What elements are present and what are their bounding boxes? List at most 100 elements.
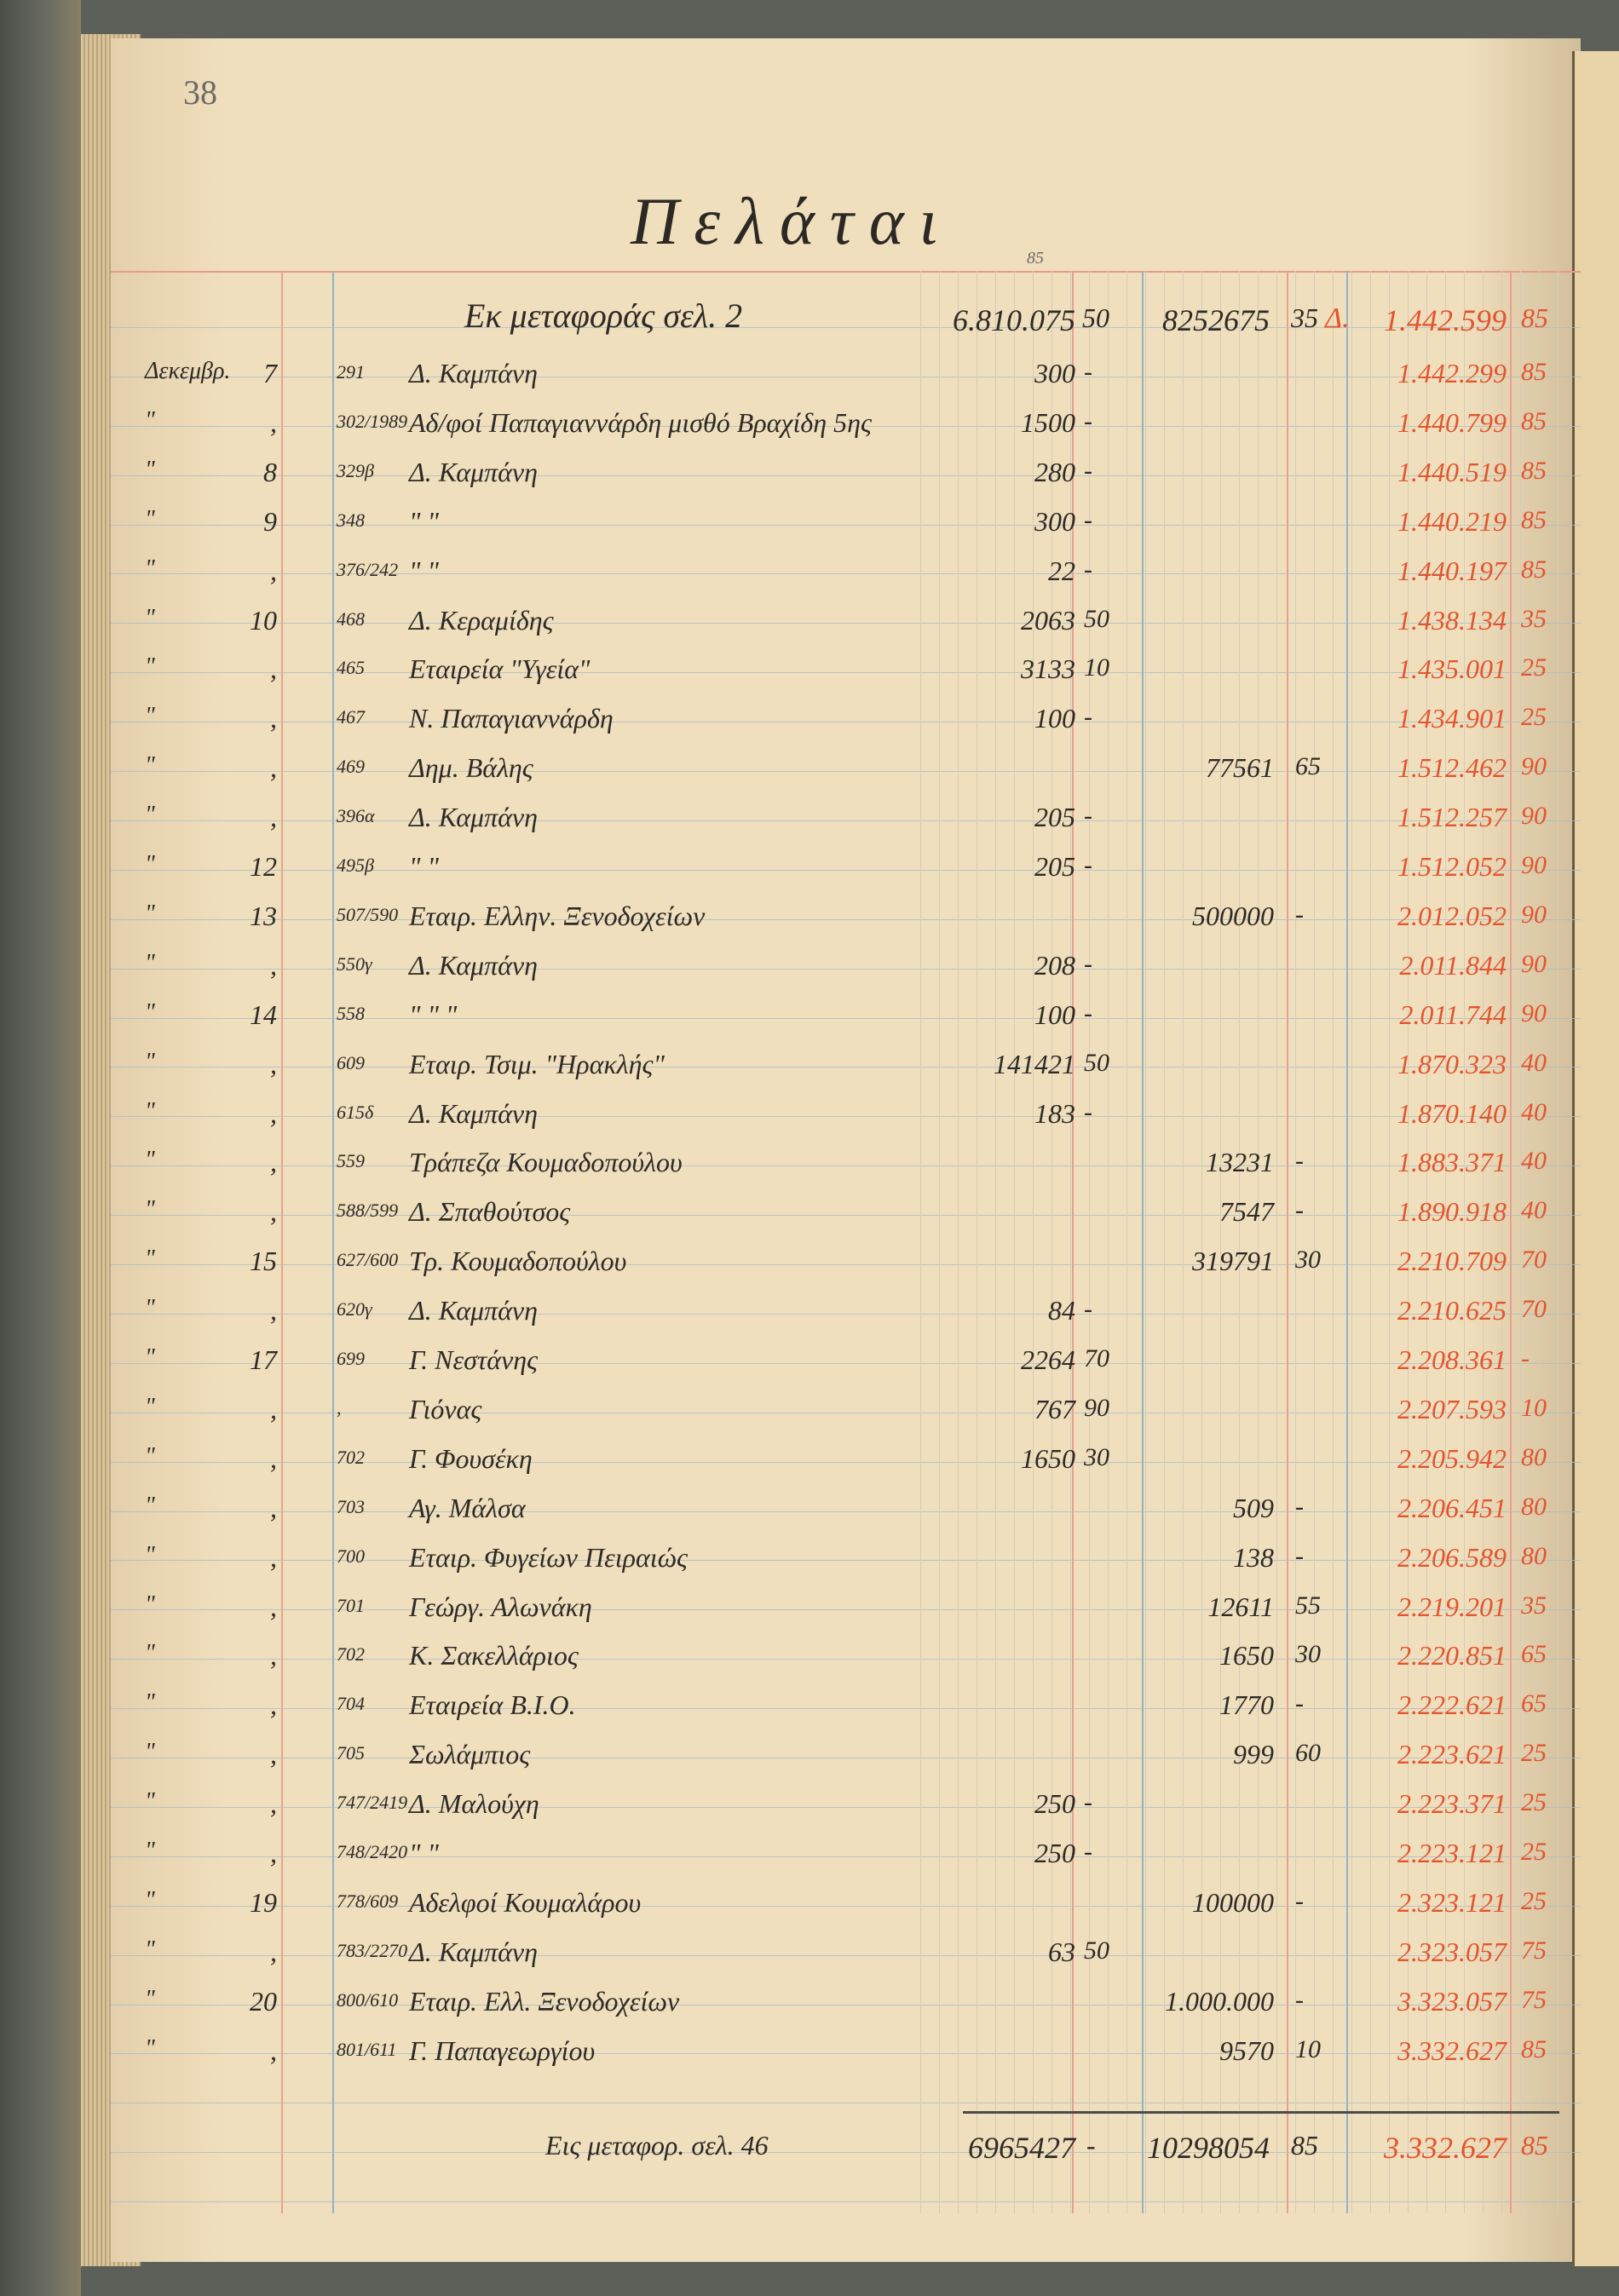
row-balance-cents: 80 xyxy=(1521,1541,1547,1570)
row-balance: 1.890.918 xyxy=(1397,1196,1507,1228)
row-credit: 1.000.000 xyxy=(1165,1985,1274,2017)
row-month: " xyxy=(145,1295,155,1322)
row-balance-cents: 25 xyxy=(1521,703,1547,732)
row-month: " xyxy=(145,1886,155,1913)
row-day: , xyxy=(270,1048,277,1079)
row-balance-cents: 90 xyxy=(1521,851,1547,879)
row-debit: 63 xyxy=(1048,1936,1075,1967)
row-debit: 141421 xyxy=(994,1048,1075,1079)
row-balance-cents: 25 xyxy=(1521,1788,1547,1817)
row-balance-cents: 85 xyxy=(1521,406,1547,435)
row-month: " xyxy=(145,1788,155,1816)
faint-column-rule xyxy=(1033,271,1034,2213)
row-month: " xyxy=(145,1393,155,1420)
row-day: , xyxy=(270,1838,277,1868)
row-credit: 77561 xyxy=(1206,752,1274,784)
ruled-line xyxy=(111,672,1581,674)
row-description: Γιόνας xyxy=(409,1393,482,1424)
column-rule xyxy=(281,271,283,2213)
row-ref: 376/242 xyxy=(337,558,399,580)
row-month: " xyxy=(145,1838,155,1864)
row-balance-cents: 90 xyxy=(1521,998,1547,1027)
row-credit-cents: 30 xyxy=(1295,1640,1321,1669)
ruled-line xyxy=(111,869,1581,871)
faint-column-rule xyxy=(1220,271,1221,2213)
row-balance: 3.323.057 xyxy=(1397,1985,1507,2017)
row-ref: 705 xyxy=(337,1742,365,1764)
row-balance: 2.223.121 xyxy=(1397,1838,1507,1868)
row-day: 19 xyxy=(250,1886,277,1918)
totals-debit-cents: - xyxy=(1086,2130,1096,2161)
row-balance-cents: 25 xyxy=(1521,1838,1547,1866)
faint-column-rule xyxy=(920,271,921,2213)
row-balance-cents: 65 xyxy=(1521,1640,1547,1669)
row-month: " xyxy=(145,2034,155,2062)
row-balance-cents: 10 xyxy=(1521,1393,1547,1422)
row-credit-cents: - xyxy=(1295,900,1304,929)
row-day: 15 xyxy=(250,1246,277,1277)
row-month: Δεκεμβρ. xyxy=(145,358,231,384)
row-month: " xyxy=(145,1541,155,1568)
row-day: 14 xyxy=(250,998,277,1030)
ruled-line xyxy=(111,2201,1581,2203)
row-balance: 2.205.942 xyxy=(1397,1442,1507,1474)
row-debit: 205 xyxy=(1034,802,1075,833)
row-balance: 2.219.201 xyxy=(1397,1591,1507,1622)
row-balance: 2.222.621 xyxy=(1397,1689,1507,1721)
row-credit-cents: 60 xyxy=(1295,1739,1321,1768)
faint-column-rule xyxy=(1014,271,1015,2213)
ruled-line xyxy=(111,1313,1581,1315)
row-description: " " " xyxy=(409,998,458,1030)
row-month: " xyxy=(145,406,155,434)
row-day: , xyxy=(270,1393,277,1424)
faint-column-rule xyxy=(995,271,996,2213)
row-month: " xyxy=(145,851,155,878)
row-ref: 495β xyxy=(337,855,374,876)
row-balance-cents: 40 xyxy=(1521,1147,1547,1176)
row-credit-cents: - xyxy=(1295,1147,1304,1176)
row-ref: 396α xyxy=(337,805,375,827)
carried-forward-credit-cents: 35 xyxy=(1291,302,1318,333)
row-credit-cents: 55 xyxy=(1295,1591,1321,1620)
row-description: Σωλάμπιος xyxy=(409,1739,531,1770)
faint-column-rule xyxy=(1520,271,1521,2213)
row-ref: 609 xyxy=(337,1051,365,1073)
row-month: " xyxy=(145,1739,155,1766)
row-ref: 469 xyxy=(337,756,365,778)
row-day: , xyxy=(270,1295,277,1326)
row-balance-cents: 90 xyxy=(1521,752,1547,781)
row-balance-cents: 25 xyxy=(1521,1739,1547,1768)
row-credit-cents: 30 xyxy=(1295,1246,1321,1275)
row-month: " xyxy=(145,1985,155,2012)
ruled-line xyxy=(111,475,1581,476)
row-debit-cents: - xyxy=(1084,555,1092,584)
header-rule xyxy=(111,271,1581,273)
row-description: Γ. Νεστάνης xyxy=(409,1344,539,1375)
row-day: , xyxy=(270,752,277,784)
row-credit: 9570 xyxy=(1219,2034,1274,2066)
row-balance: 1.870.323 xyxy=(1397,1048,1507,1079)
row-balance-cents: 80 xyxy=(1521,1492,1547,1521)
row-ref: 588/599 xyxy=(337,1200,399,1222)
row-day: , xyxy=(270,1196,277,1228)
row-month: " xyxy=(145,1097,155,1125)
totals-balance: 3.332.627 xyxy=(1384,2131,1507,2165)
ruled-line xyxy=(111,1659,1581,1660)
row-day: , xyxy=(270,802,277,833)
row-month: " xyxy=(145,555,155,582)
row-debit-cents: 70 xyxy=(1084,1344,1109,1372)
row-debit: 208 xyxy=(1034,949,1075,981)
faint-column-rule xyxy=(958,271,959,2213)
carried-forward-balance-prefix: Δ. xyxy=(1325,302,1350,334)
row-day: , xyxy=(270,703,277,734)
totals-balance-cents: 85 xyxy=(1521,2130,1548,2161)
row-credit: 13231 xyxy=(1206,1147,1274,1178)
ledger-page xyxy=(111,38,1581,2262)
row-ref: 800/610 xyxy=(337,1988,399,2011)
row-credit: 100000 xyxy=(1192,1886,1274,1918)
row-balance: 2.012.052 xyxy=(1397,900,1507,931)
ruled-line xyxy=(111,771,1581,772)
row-month: " xyxy=(145,1048,155,1075)
row-day: , xyxy=(270,1640,277,1672)
row-month: " xyxy=(145,653,155,681)
